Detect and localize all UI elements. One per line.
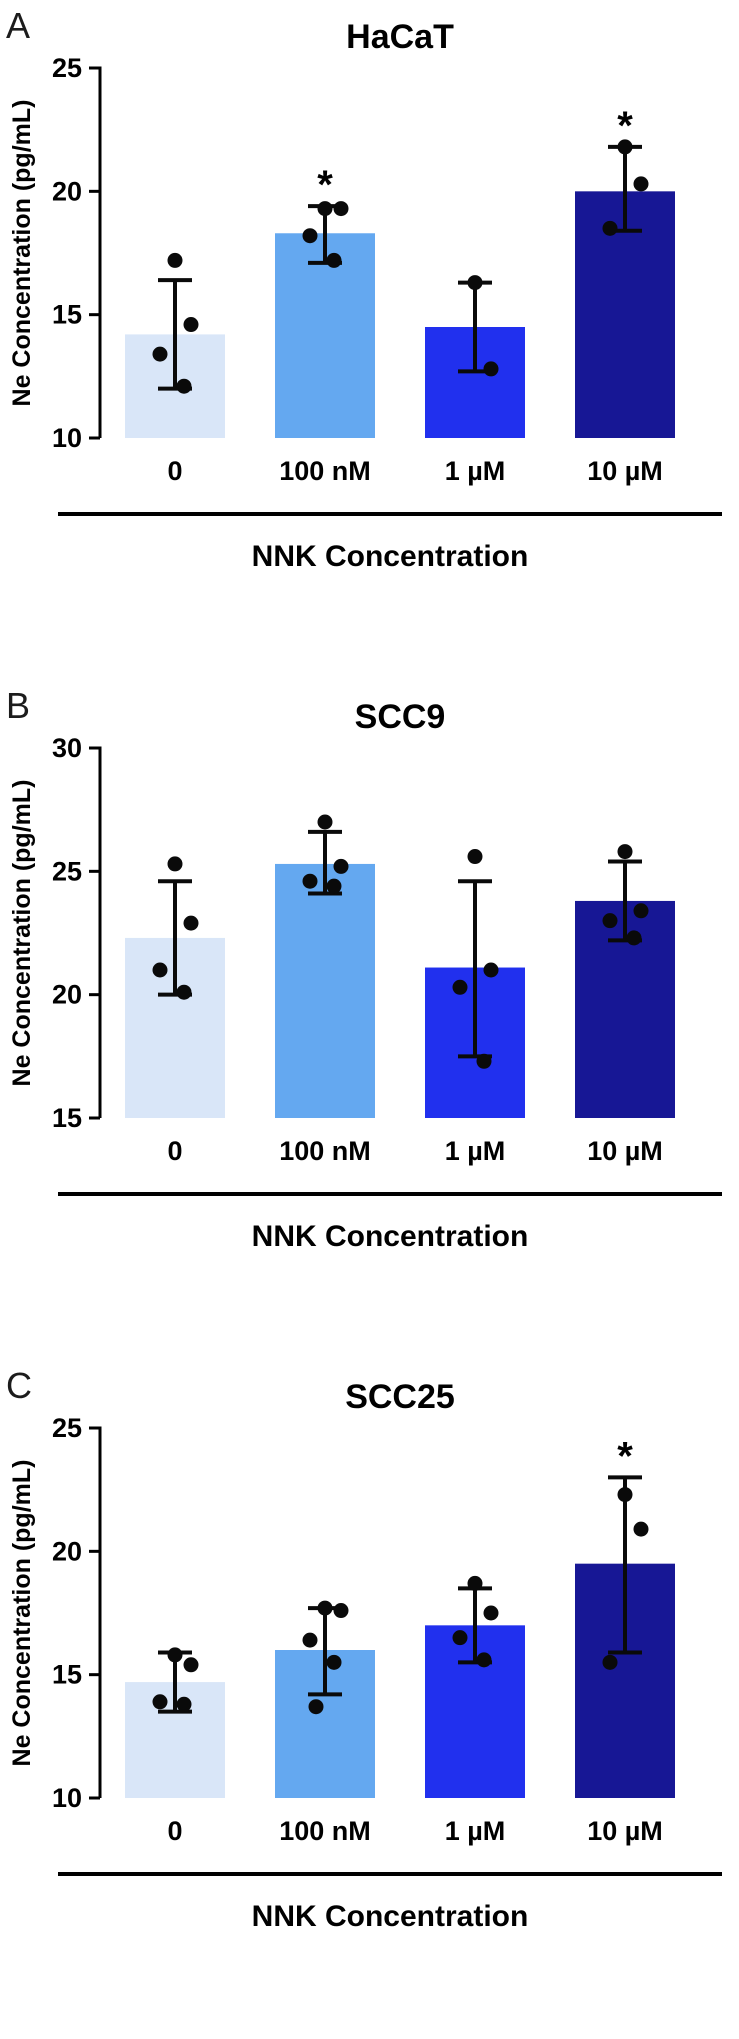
scatter-point xyxy=(483,962,499,978)
x-tick-label: 0 xyxy=(167,1816,182,1846)
scatter-point xyxy=(602,220,618,236)
y-tick-label: 25 xyxy=(52,856,82,886)
scatter-point xyxy=(183,915,199,931)
scatter-point xyxy=(317,1600,333,1616)
y-tick-label: 15 xyxy=(52,1103,82,1133)
scatter-point xyxy=(333,1603,349,1619)
scatter-point xyxy=(633,176,649,192)
y-tick-label: 15 xyxy=(52,1660,82,1690)
panel-b-scc9-chart: B SCC9 15 20 25 30 Ne Concentration (pg/mL) 0 10… xyxy=(6,685,722,1253)
scatter-point xyxy=(183,1657,199,1673)
scatter-point xyxy=(176,984,192,1000)
y-tick-label: 20 xyxy=(52,980,82,1010)
scatter-point xyxy=(476,1652,492,1668)
scatter-point xyxy=(317,814,333,830)
y-tick-label: 15 xyxy=(52,300,82,330)
scatter-point xyxy=(617,844,633,860)
panel-letter: A xyxy=(6,5,30,46)
scatter-point xyxy=(308,1699,324,1715)
y-tick-label: 10 xyxy=(52,423,82,453)
significance-asterisk: * xyxy=(317,163,333,207)
y-tick-label: 25 xyxy=(52,53,82,83)
y-tick-label: 10 xyxy=(52,1783,82,1813)
y-axis-title: Ne Concentration (pg/mL) xyxy=(8,100,36,407)
y-tick-label: 20 xyxy=(52,1536,82,1566)
x-tick-label: 100 nM xyxy=(279,456,371,486)
y-tick-label: 30 xyxy=(52,733,82,763)
x-tick-label: 1 µM xyxy=(445,456,506,486)
scatter-point xyxy=(176,378,192,394)
y-tick-label: 20 xyxy=(52,176,82,206)
scatter-point xyxy=(326,252,342,268)
scatter-point xyxy=(176,1696,192,1712)
x-tick-label: 0 xyxy=(167,456,182,486)
scatter-point xyxy=(152,962,168,978)
x-tick-label: 10 µM xyxy=(587,1816,663,1846)
scatter-point xyxy=(452,979,468,995)
scatter-point xyxy=(617,139,633,155)
scatter-point xyxy=(333,201,349,217)
x-tick-label: 0 xyxy=(167,1136,182,1166)
scatter-point xyxy=(167,1647,183,1663)
significance-asterisk: * xyxy=(617,104,633,148)
bar xyxy=(275,863,375,1118)
scatter-point xyxy=(483,1605,499,1621)
x-tick-label: 100 nM xyxy=(279,1136,371,1166)
x-tick-label: 10 µM xyxy=(587,1136,663,1166)
x-axis-title: NNK Concentration xyxy=(252,1220,529,1253)
scatter-point xyxy=(633,1521,649,1537)
scatter-point xyxy=(302,1632,318,1648)
scatter-point xyxy=(467,849,483,865)
scatter-point xyxy=(152,1694,168,1710)
scatter-point xyxy=(452,1630,468,1646)
scatter-point xyxy=(152,346,168,362)
scatter-point xyxy=(302,228,318,244)
scatter-point xyxy=(602,913,618,929)
scatter-point xyxy=(326,878,342,894)
panel-letter: C xyxy=(6,1365,32,1406)
y-tick-label: 25 xyxy=(52,1413,82,1443)
scatter-point xyxy=(317,201,333,217)
scatter-point xyxy=(633,903,649,919)
scatter-point xyxy=(467,275,483,291)
scatter-point xyxy=(467,1575,483,1591)
panel-letter: B xyxy=(6,685,30,726)
y-axis-title: Ne Concentration (pg/mL) xyxy=(8,780,36,1087)
x-tick-label: 1 µM xyxy=(445,1816,506,1846)
scatter-point xyxy=(167,856,183,872)
chart-title: SCC25 xyxy=(345,1378,455,1416)
scatter-point xyxy=(167,252,183,268)
bar xyxy=(275,233,375,438)
chart-title: HaCaT xyxy=(346,18,454,56)
scatter-point xyxy=(183,317,199,333)
scatter-point xyxy=(617,1487,633,1503)
significance-asterisk: * xyxy=(617,1434,633,1478)
scatter-point xyxy=(326,1654,342,1670)
y-axis-title: Ne Concentration (pg/mL) xyxy=(8,1460,36,1767)
x-tick-label: 1 µM xyxy=(445,1136,506,1166)
scatter-point xyxy=(476,1053,492,1069)
panel-a-hacat-chart: A HaCaT 10 15 20 25 Ne Concentration (pg/mL) 0 *… xyxy=(6,5,722,573)
scatter-point xyxy=(626,930,642,946)
x-tick-label: 100 nM xyxy=(279,1816,371,1846)
scatter-point xyxy=(602,1654,618,1670)
scatter-point xyxy=(483,361,499,377)
x-axis-title: NNK Concentration xyxy=(252,1900,529,1933)
chart-title: SCC9 xyxy=(355,698,446,736)
panel-c-scc25-chart: C SCC25 10 15 20 25 Ne Concentration (pg/mL) 0 1… xyxy=(6,1365,722,1933)
x-axis-title: NNK Concentration xyxy=(252,540,529,573)
x-tick-label: 10 µM xyxy=(587,456,663,486)
scatter-point xyxy=(302,873,318,889)
scatter-point xyxy=(333,858,349,874)
